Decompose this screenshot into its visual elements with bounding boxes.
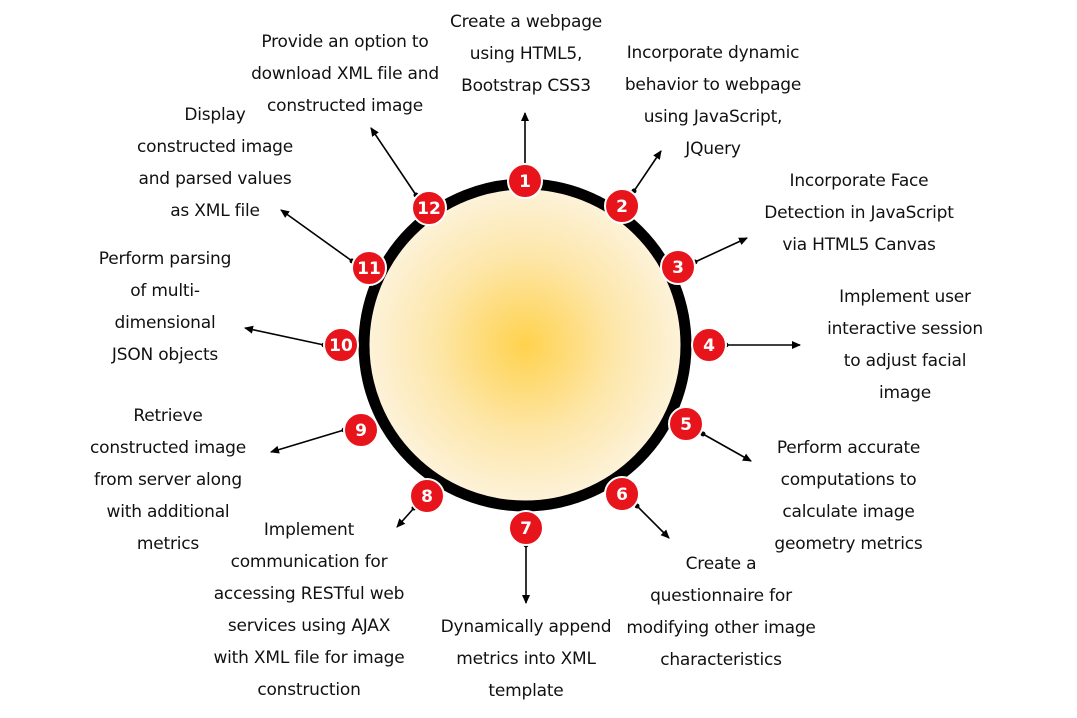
step-11-label: Display constructed image and parsed val… [136,105,294,221]
step-3-arrow [694,237,748,263]
step-12-number: 12 [417,199,441,219]
step-3-badge: 3 [660,249,696,285]
step-10-arrow [244,325,325,346]
step-2-number: 2 [616,197,628,217]
step-5-badge-circle [668,406,704,442]
step-7-label: Dynamically append metrics into XML temp… [440,617,612,701]
step-8-label: Implement communication for accessing RE… [213,520,405,700]
step-2-label: Incorporate dynamic behavior to webpage … [624,43,802,159]
step-12-label: Provide an option to download XML file a… [251,32,439,116]
step-5-arrow [702,433,752,462]
step-2-badge: 2 [604,188,640,224]
step-7-badge: 7 [508,510,544,546]
step-10-badge-circle [323,327,359,363]
step-8-badge: 8 [409,478,445,514]
step-11-badge: 11 [351,250,387,286]
step-3-label: Incorporate Face Detection in JavaScript… [764,171,954,255]
step-5-badge: 5 [668,406,704,442]
step-11-number: 11 [357,259,381,279]
step-9-arrow [270,429,345,454]
step-4-number: 4 [703,336,715,356]
step-2-arrow [633,150,662,192]
step-6-badge-circle [604,476,640,512]
step-9-label: Retrieve constructed image from server a… [89,406,247,554]
step-3-number: 3 [672,258,684,278]
step-7-badge-circle [508,510,544,546]
step-5-label: Perform accurate computations to calcula… [774,438,923,554]
step-1-label: Create a webpage using HTML5, Bootstrap … [449,12,603,96]
step-4-badge: 4 [691,327,727,363]
step-8-arrow [396,507,415,528]
step-11-badge-circle [351,250,387,286]
step-4-label: Implement user interactive session to ad… [827,287,983,403]
step-10-badge: 10 [323,327,359,363]
step-12-arrow [370,127,417,196]
step-2-badge-circle [604,188,640,224]
step-6-number: 6 [616,485,628,505]
step-11-arrow [280,209,353,262]
step-10-label: Perform parsing of multi- dimensional JS… [98,249,232,365]
step-7-number: 7 [520,519,532,539]
step-6-arrow [636,505,670,539]
step-10-number: 10 [329,336,353,356]
step-1-badge: 1 [507,163,543,199]
step-12-badge: 12 [411,190,447,226]
step-3-badge-circle [660,249,696,285]
step-9-badge: 9 [343,412,379,448]
center-glow [365,185,685,505]
step-9-number: 9 [355,421,367,441]
step-8-number: 8 [421,487,433,507]
step-9-badge-circle [343,412,379,448]
step-6-label: Create a questionnaire for modifying oth… [626,554,816,670]
step-5-arrow-origin [700,431,706,437]
step-5-number: 5 [680,415,692,435]
step-6-badge: 6 [604,476,640,512]
step-8-badge-circle [409,478,445,514]
step-12-badge-circle [411,190,447,226]
step-1-number: 1 [519,172,531,192]
step-1-badge-circle [507,163,543,199]
step-4-badge-circle [691,327,727,363]
